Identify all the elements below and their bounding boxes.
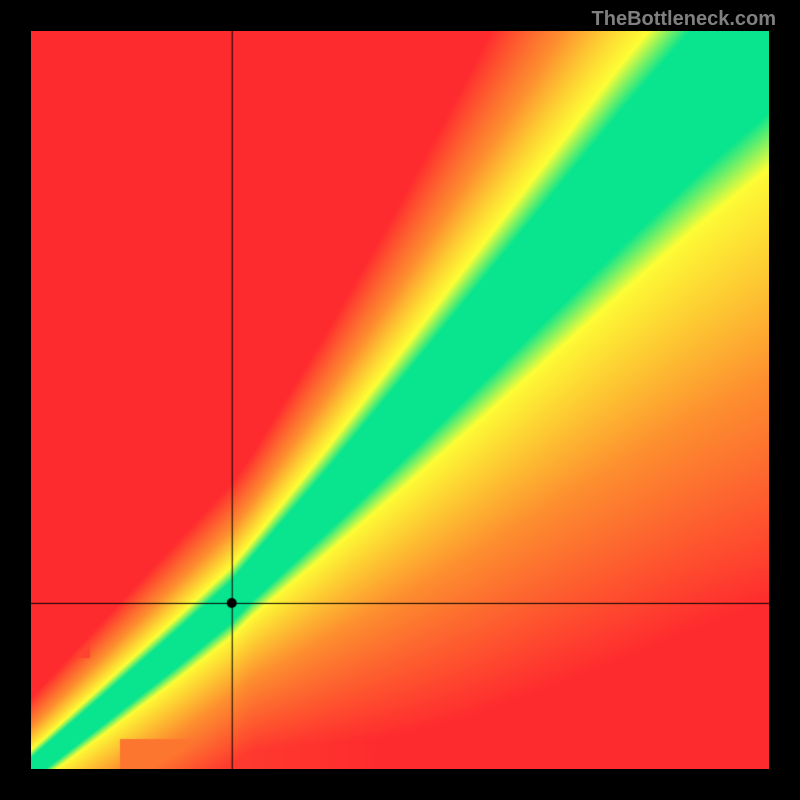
chart-container: TheBottleneck.com — [0, 0, 800, 800]
plot-area — [31, 31, 769, 769]
heatmap-canvas — [31, 31, 769, 769]
attribution-text: TheBottleneck.com — [592, 8, 776, 31]
